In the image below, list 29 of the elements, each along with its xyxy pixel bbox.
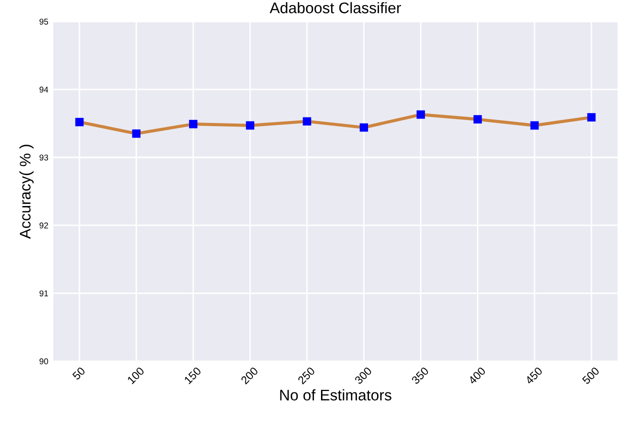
point — [75, 118, 84, 126]
point — [246, 121, 254, 130]
point — [416, 110, 425, 119]
y-tick-label: 92 — [40, 222, 48, 228]
y-tick-label: 90 — [40, 358, 48, 364]
x-tick-label: 150 — [184, 366, 202, 384]
x-tick-label: 250 — [297, 366, 316, 385]
y-tick-label: 95 — [40, 18, 48, 25]
point — [530, 121, 539, 130]
x-tick-label: 450 — [524, 366, 543, 385]
x-tick-label: 500 — [582, 366, 600, 385]
x-tick-label: 200 — [240, 366, 258, 385]
point — [189, 120, 198, 128]
point — [132, 129, 141, 138]
x-tick-label: 300 — [354, 366, 372, 385]
x-tick-label: 50 — [72, 366, 86, 380]
chart-title: Adaboost Classifier — [270, 2, 402, 14]
point — [587, 113, 596, 122]
y-tick-label: 93 — [40, 154, 48, 160]
y-tick-label: 94 — [40, 86, 48, 93]
y-axis-title: Accuracy( % ) — [19, 144, 34, 239]
x-tick-label: 350 — [411, 366, 430, 385]
x-tick-label: 100 — [126, 366, 145, 384]
x-axis-title: No of Estimators — [280, 389, 392, 400]
y-tick-label: 91 — [40, 290, 48, 296]
point — [302, 117, 312, 126]
x-tick-label: 400 — [468, 366, 486, 385]
point — [360, 123, 368, 132]
point — [473, 115, 482, 124]
